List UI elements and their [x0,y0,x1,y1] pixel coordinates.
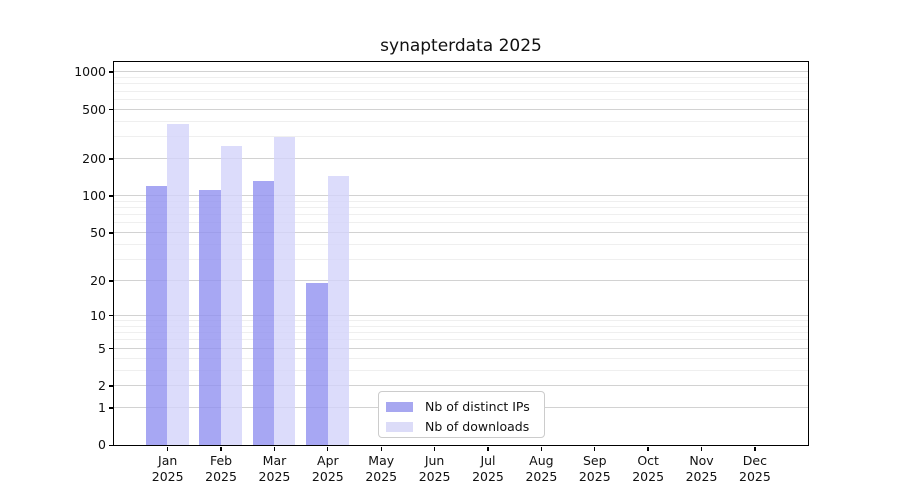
x-tick-label-oct: Oct 2025 [632,452,665,484]
bar-apr-distinct-ips [306,283,328,445]
gridline-70 [114,214,808,216]
gridline-2 [114,385,808,387]
gridline-600 [114,98,808,100]
y-tick-mark-500 [109,108,113,111]
gridline-90 [114,200,808,202]
y-tick-mark-5 [109,347,113,350]
gridline-700 [114,90,808,92]
gridline-500 [114,108,808,110]
y-tick-label-2: 2 [98,377,106,393]
gridline-40 [114,243,808,245]
y-tick-mark-20 [109,280,113,282]
chart-title: synapterdata 2025 [380,36,542,56]
bar-jan-downloads [167,124,189,445]
y-tick-label-100: 100 [82,188,106,204]
x-tick-label-jul: Jul 2025 [472,452,504,484]
x-tick-mark-jul [487,446,489,451]
plot-area [113,61,809,446]
x-tick-label-apr: Apr 2025 [311,452,344,484]
gridline-300 [114,136,808,138]
y-tick-mark-1 [109,407,113,409]
x-tick-mark-dec [754,446,756,451]
y-tick-mark-0 [109,444,113,446]
gridline-100 [114,195,808,197]
gridline-10 [114,314,808,316]
x-tick-mark-nov [700,446,703,451]
x-tick-label-mar: Mar 2025 [258,452,291,484]
y-tick-mark-10 [109,315,113,317]
bar-jan-distinct-ips [146,185,168,445]
y-tick-label-10: 10 [90,307,106,323]
x-tick-mark-jan [167,446,169,451]
gridline-1000 [114,71,808,73]
x-tick-label-sep: Sep 2025 [578,452,611,484]
y-tick-label-20: 20 [90,272,106,288]
gridline-5 [114,347,808,349]
gridline-20 [114,280,808,282]
x-tick-mark-sep [594,446,596,451]
gridline-200 [114,158,808,160]
y-tick-label-5: 5 [98,340,106,356]
x-tick-label-jan: Jan 2025 [151,452,184,484]
x-tick-mark-may [380,446,382,451]
y-tick-label-1: 1 [98,399,106,415]
gridline-50 [114,232,808,234]
y-tick-mark-200 [109,158,113,160]
x-tick-label-nov: Nov 2025 [685,452,718,484]
gridline-800 [114,83,808,85]
bar-apr-downloads [327,175,349,445]
y-tick-mark-50 [109,232,113,234]
gridline-4 [114,357,808,359]
x-tick-label-feb: Feb 2025 [205,452,237,484]
gridline-3 [114,369,808,371]
gridline-9 [114,320,808,322]
y-tick-mark-2 [109,385,113,387]
x-tick-mark-jun [433,446,436,451]
legend-row-downloads: Nb of downloads [386,418,544,435]
x-tick-mark-feb [220,446,222,451]
bar-mar-downloads [274,137,296,445]
gridline-60 [114,222,808,224]
gridline-30 [114,259,808,261]
x-tick-label-may: May 2025 [365,452,398,484]
gridline-7 [114,332,808,334]
legend-label-downloads: Nb of downloads [425,419,530,434]
y-tick-label-0: 0 [98,437,106,453]
x-tick-mark-aug [540,446,543,451]
legend-row-distinct-ips: Nb of distinct IPs [386,398,544,415]
y-tick-label-50: 50 [90,224,106,240]
bar-feb-distinct-ips [199,190,221,445]
y-tick-label-1000: 1000 [74,64,106,80]
x-tick-mark-oct [647,446,649,451]
gridline-400 [114,120,808,122]
gridline-900 [114,77,808,79]
bar-mar-distinct-ips [252,180,275,445]
legend-swatch-distinct-ips [386,401,413,412]
x-tick-mark-mar [273,446,276,451]
gridline-8 [114,325,808,327]
y-tick-label-200: 200 [82,150,106,166]
x-tick-mark-apr [327,446,329,451]
legend: Nb of distinct IPs Nb of downloads [378,391,545,438]
x-tick-label-dec: Dec 2025 [739,452,771,484]
legend-label-distinct-ips: Nb of distinct IPs [425,399,530,414]
legend-swatch-downloads [386,421,413,432]
y-tick-mark-100 [109,195,113,197]
x-tick-label-aug: Aug 2025 [525,452,558,484]
gridline-80 [114,207,808,209]
bar-feb-downloads [220,145,243,445]
y-tick-label-500: 500 [82,101,106,117]
gridline-6 [114,339,808,341]
x-tick-label-jun: Jun 2025 [418,452,451,484]
y-tick-mark-1000 [109,71,113,73]
